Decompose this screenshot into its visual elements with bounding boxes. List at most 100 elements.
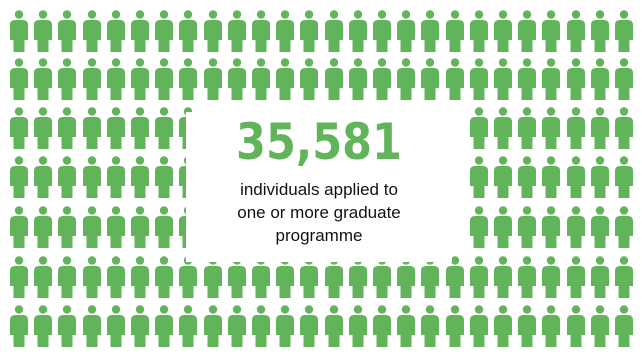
person-icon xyxy=(540,10,562,52)
person-icon-graphic xyxy=(34,58,53,100)
person-icon xyxy=(516,156,538,198)
person-icon-graphic xyxy=(300,58,319,100)
person-icon-graphic xyxy=(203,58,222,100)
person-icon xyxy=(323,305,345,347)
person-icon-graphic xyxy=(348,10,367,52)
person-icon xyxy=(444,10,466,52)
person-icon-graphic xyxy=(469,156,488,198)
person-icon-graphic xyxy=(590,305,609,347)
person-icon-graphic xyxy=(106,156,125,198)
person-icon-graphic xyxy=(615,206,633,248)
person-icon xyxy=(419,58,441,100)
person-icon-graphic xyxy=(373,10,391,52)
person-icon xyxy=(419,256,441,298)
person-icon-graphic xyxy=(615,107,633,149)
person-icon xyxy=(565,305,587,347)
person-icon xyxy=(298,58,320,100)
person-icon xyxy=(105,10,127,52)
person-icon-graphic xyxy=(373,305,391,347)
person-icon xyxy=(129,58,151,100)
person-icon-graphic xyxy=(300,305,319,347)
person-icon-graphic xyxy=(131,256,149,298)
person-icon xyxy=(492,58,514,100)
person-icon xyxy=(565,156,587,198)
person-icon-graphic xyxy=(252,305,270,347)
person-icon-graphic xyxy=(590,10,609,52)
person-icon xyxy=(56,10,78,52)
stat-panel: 35,581 individuals applied to one or mor… xyxy=(186,112,452,262)
person-icon-graphic xyxy=(82,256,101,298)
person-icon xyxy=(613,156,635,198)
person-icon xyxy=(395,10,417,52)
person-icon-graphic xyxy=(106,10,125,52)
person-icon xyxy=(105,256,127,298)
person-icon-graphic xyxy=(518,305,537,347)
person-icon-graphic xyxy=(518,256,537,298)
person-icon xyxy=(8,107,30,149)
person-icon xyxy=(516,58,538,100)
person-icon-graphic xyxy=(324,256,343,298)
person-icon xyxy=(565,10,587,52)
person-icon xyxy=(8,206,30,248)
person-icon xyxy=(153,58,175,100)
person-icon xyxy=(565,256,587,298)
person-icon-graphic xyxy=(131,156,149,198)
person-icon-graphic xyxy=(34,256,53,298)
person-icon-graphic xyxy=(590,58,609,100)
person-icon-graphic xyxy=(542,58,561,100)
person-icon-graphic xyxy=(203,10,222,52)
person-icon-graphic xyxy=(10,58,28,100)
person-icon xyxy=(202,10,224,52)
person-icon xyxy=(8,305,30,347)
person-icon xyxy=(32,10,54,52)
person-icon-graphic xyxy=(324,10,343,52)
person-icon xyxy=(250,10,272,52)
person-icon xyxy=(153,206,175,248)
person-icon xyxy=(177,305,199,347)
person-icon-graphic xyxy=(155,256,174,298)
person-icon-graphic xyxy=(348,305,367,347)
person-icon-graphic xyxy=(34,305,53,347)
person-icon xyxy=(323,256,345,298)
person-icon-graphic xyxy=(155,107,174,149)
person-icon xyxy=(347,10,369,52)
person-icon xyxy=(8,58,30,100)
person-icon-graphic xyxy=(227,256,246,298)
person-icon xyxy=(444,58,466,100)
person-icon-graphic xyxy=(82,58,101,100)
person-icon xyxy=(589,107,611,149)
person-icon-graphic xyxy=(106,58,125,100)
person-icon xyxy=(347,256,369,298)
person-icon-graphic xyxy=(300,10,319,52)
person-icon xyxy=(468,206,490,248)
person-icon xyxy=(129,206,151,248)
person-icon-graphic xyxy=(227,10,246,52)
person-icon xyxy=(540,256,562,298)
person-icon xyxy=(32,156,54,198)
person-icon xyxy=(347,305,369,347)
person-icon xyxy=(81,305,103,347)
person-icon xyxy=(516,305,538,347)
person-icon-graphic xyxy=(10,156,28,198)
stat-caption-line-2: one or more graduate xyxy=(237,203,401,222)
person-icon xyxy=(492,305,514,347)
person-icon-graphic xyxy=(179,305,198,347)
person-icon xyxy=(589,256,611,298)
person-icon xyxy=(32,256,54,298)
person-icon-graphic xyxy=(518,10,537,52)
person-icon-graphic xyxy=(179,58,198,100)
person-icon-graphic xyxy=(494,156,512,198)
person-icon-graphic xyxy=(566,305,585,347)
person-icon-graphic xyxy=(615,256,633,298)
stat-caption: individuals applied to one or more gradu… xyxy=(186,178,452,247)
person-icon xyxy=(613,206,635,248)
person-icon xyxy=(105,206,127,248)
person-icon xyxy=(226,305,248,347)
person-icon-graphic xyxy=(397,305,416,347)
person-icon xyxy=(468,305,490,347)
person-icon xyxy=(516,107,538,149)
person-icon xyxy=(129,256,151,298)
person-icon-graphic xyxy=(421,305,440,347)
person-icon-graphic xyxy=(590,156,609,198)
